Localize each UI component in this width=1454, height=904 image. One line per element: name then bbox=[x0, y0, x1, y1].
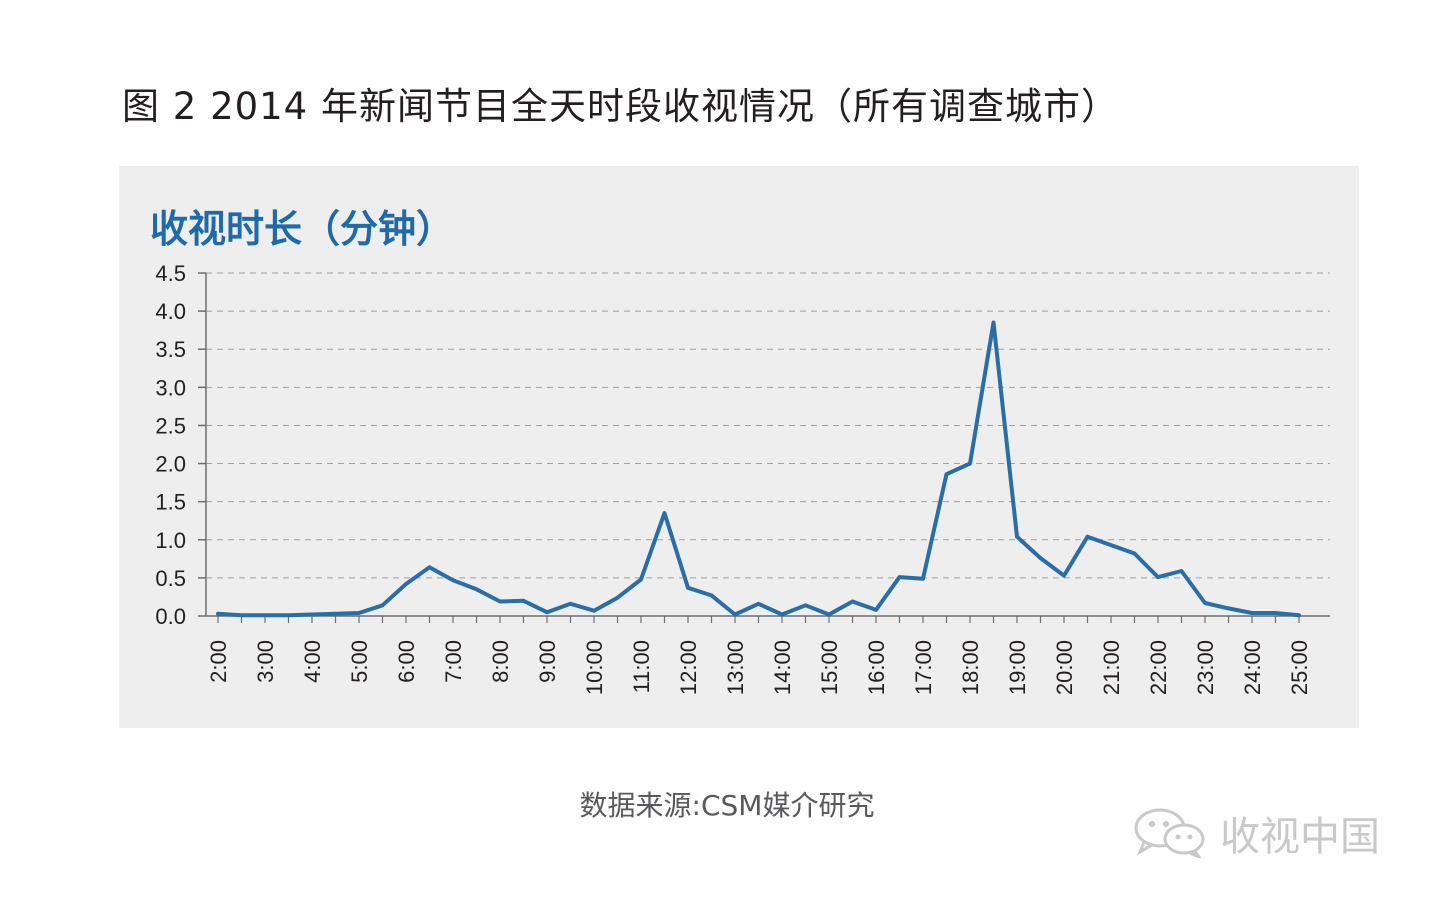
data-point bbox=[1062, 573, 1066, 578]
x-tick-label: 3:00 bbox=[253, 640, 278, 683]
x-tick-label: 20:00 bbox=[1052, 640, 1077, 695]
data-point bbox=[239, 613, 244, 618]
data-point bbox=[1226, 606, 1231, 611]
y-tick-label: 4.5 bbox=[155, 261, 186, 286]
data-point bbox=[1132, 551, 1137, 556]
x-tick-label: 15:00 bbox=[817, 640, 842, 695]
x-tick-label: 24:00 bbox=[1240, 640, 1265, 695]
x-tick-label: 11:00 bbox=[629, 640, 654, 693]
data-point bbox=[1179, 569, 1184, 573]
data-point bbox=[686, 585, 690, 590]
data-point bbox=[827, 612, 831, 617]
data-point bbox=[1203, 601, 1207, 605]
data-point bbox=[286, 613, 291, 618]
watermark-text: 收视中国 bbox=[1220, 814, 1380, 860]
y-tick-label: 2.5 bbox=[155, 413, 186, 438]
data-point bbox=[615, 595, 620, 600]
data-point bbox=[1250, 611, 1254, 615]
data-point bbox=[216, 611, 220, 616]
data-point bbox=[968, 461, 972, 466]
data-point bbox=[662, 511, 667, 515]
data-point bbox=[850, 599, 855, 604]
data-point bbox=[1109, 543, 1113, 547]
chart-panel bbox=[119, 166, 1359, 728]
y-tick-label: 2.0 bbox=[155, 452, 186, 477]
x-tick-label: 9:00 bbox=[535, 640, 560, 683]
y-tick-label: 1.5 bbox=[155, 490, 186, 515]
data-point bbox=[427, 565, 432, 570]
data-point bbox=[451, 578, 455, 582]
x-tick-label: 5:00 bbox=[347, 640, 372, 683]
wechat-icon bbox=[1134, 808, 1205, 858]
data-point bbox=[897, 575, 902, 579]
x-tick-label: 13:00 bbox=[723, 640, 748, 695]
series-line bbox=[216, 320, 1301, 618]
data-point bbox=[780, 612, 784, 617]
data-point bbox=[991, 320, 996, 325]
y-axis-title: 收视时长（分钟） bbox=[150, 207, 455, 251]
data-point bbox=[333, 611, 338, 616]
watermark: 收视中国 bbox=[1130, 800, 1420, 860]
data-point bbox=[474, 587, 479, 592]
data-point bbox=[1273, 611, 1278, 615]
data-point bbox=[545, 610, 549, 614]
data-point bbox=[756, 602, 761, 606]
data-point bbox=[404, 582, 408, 586]
y-tick-label: 0.0 bbox=[155, 604, 186, 629]
x-tick-label: 7:00 bbox=[441, 640, 466, 683]
y-tick-label: 3.5 bbox=[155, 337, 186, 362]
data-point bbox=[1156, 575, 1160, 579]
y-tick-label: 1.0 bbox=[155, 528, 186, 553]
data-point bbox=[568, 602, 573, 606]
x-tick-label: 18:00 bbox=[958, 640, 983, 695]
data-point bbox=[357, 611, 361, 615]
x-tick-label: 14:00 bbox=[770, 640, 795, 695]
gridlines bbox=[206, 272, 1330, 579]
x-tick-label: 6:00 bbox=[394, 640, 419, 683]
x-tick-label: 19:00 bbox=[1005, 640, 1030, 695]
x-tick-label: 10:00 bbox=[582, 640, 607, 695]
x-tick-label: 12:00 bbox=[676, 640, 701, 695]
data-point bbox=[1085, 534, 1090, 539]
data-point bbox=[803, 603, 808, 608]
axes bbox=[198, 272, 1330, 623]
x-tick-label: 8:00 bbox=[488, 640, 513, 683]
data-source-note: 数据来源:CSM媒介研究 bbox=[579, 789, 875, 822]
y-tick-label: 4.0 bbox=[155, 299, 186, 324]
y-tick-labels: 0.0 0.5 1.0 1.5 2.0 2.5 3.0 3.5 4.0 4.5 bbox=[155, 261, 186, 629]
data-point bbox=[733, 612, 737, 617]
x-tick-label: 17:00 bbox=[911, 640, 936, 695]
data-point bbox=[263, 613, 267, 618]
data-point bbox=[639, 577, 643, 582]
data-point bbox=[380, 603, 385, 608]
x-tick-label: 22:00 bbox=[1146, 640, 1171, 695]
data-point bbox=[1297, 613, 1301, 618]
x-tick-label: 25:00 bbox=[1287, 640, 1312, 695]
figure-title: 图 2 2014 年新闻节目全天时段收视情况（所有调查城市） bbox=[122, 85, 1119, 128]
data-point bbox=[1038, 556, 1043, 560]
data-point bbox=[921, 576, 925, 581]
x-tick-label: 2:00 bbox=[206, 640, 231, 683]
series-layer bbox=[216, 320, 1301, 618]
y-tick-label: 0.5 bbox=[155, 566, 186, 591]
data-point bbox=[944, 472, 949, 477]
data-point bbox=[592, 608, 596, 613]
data-point bbox=[310, 612, 314, 617]
x-tick-labels: 2:00 3:00 4:00 5:00 6:00 7:00 8:00 9:00 10:00 11:… bbox=[206, 640, 1312, 695]
x-tick-label: 21:00 bbox=[1099, 640, 1124, 695]
y-tick-label: 3.0 bbox=[155, 375, 186, 400]
data-point bbox=[498, 599, 502, 604]
x-tick-label: 4:00 bbox=[300, 640, 325, 683]
data-point bbox=[521, 598, 526, 603]
data-point bbox=[709, 593, 714, 598]
x-tick-label: 16:00 bbox=[864, 640, 889, 695]
data-point bbox=[1015, 534, 1019, 539]
x-tick-label: 23:00 bbox=[1193, 640, 1218, 695]
data-point bbox=[874, 608, 878, 612]
